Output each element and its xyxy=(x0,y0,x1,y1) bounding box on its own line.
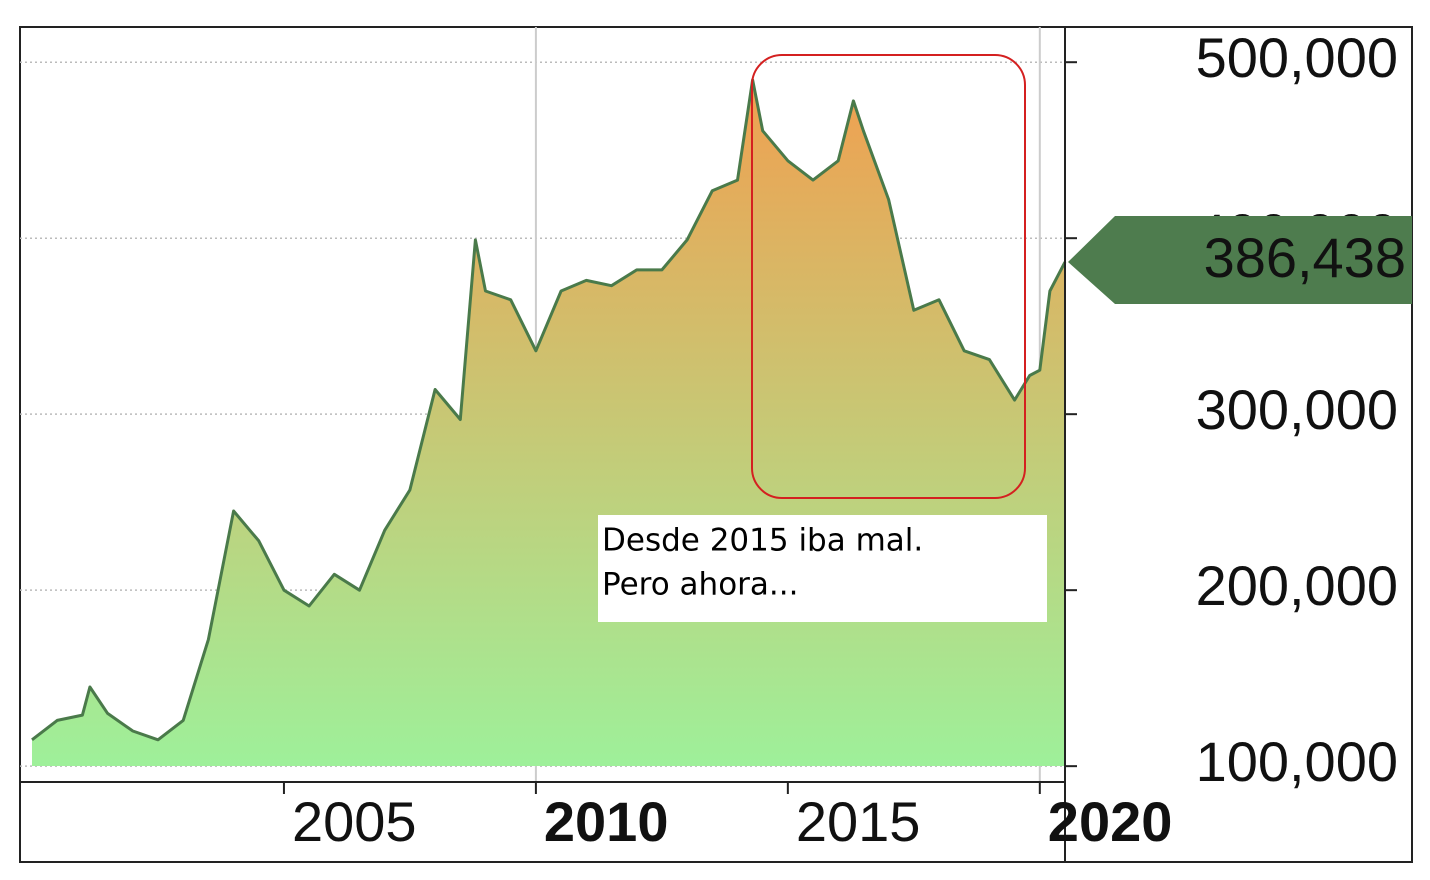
annotation-box xyxy=(598,515,1047,622)
axes: 100,000200,000300,000400,000500,00020052… xyxy=(282,26,1412,853)
area xyxy=(32,79,1065,767)
annotation-line: Desde 2015 iba mal. xyxy=(602,523,923,559)
x-tick-label: 2005 xyxy=(292,790,417,853)
x-tick-label: 2010 xyxy=(544,790,669,853)
y-tick-label: 300,000 xyxy=(1196,378,1398,441)
highlight-box xyxy=(751,54,1026,499)
current-value-label: 386,438 xyxy=(1204,226,1406,289)
current-value-marker xyxy=(1068,216,1412,305)
x-tick-label: 2020 xyxy=(1048,790,1173,853)
annotation-line: Pero ahora... xyxy=(602,567,798,603)
line xyxy=(31,78,1067,742)
y-tick-label: 200,000 xyxy=(1196,554,1398,617)
y-tick-label: 500,000 xyxy=(1196,26,1398,89)
frame xyxy=(19,26,1413,863)
y-tick-label: 100,000 xyxy=(1196,730,1398,793)
x-tick-label: 2015 xyxy=(796,790,921,853)
plot xyxy=(31,78,1067,767)
